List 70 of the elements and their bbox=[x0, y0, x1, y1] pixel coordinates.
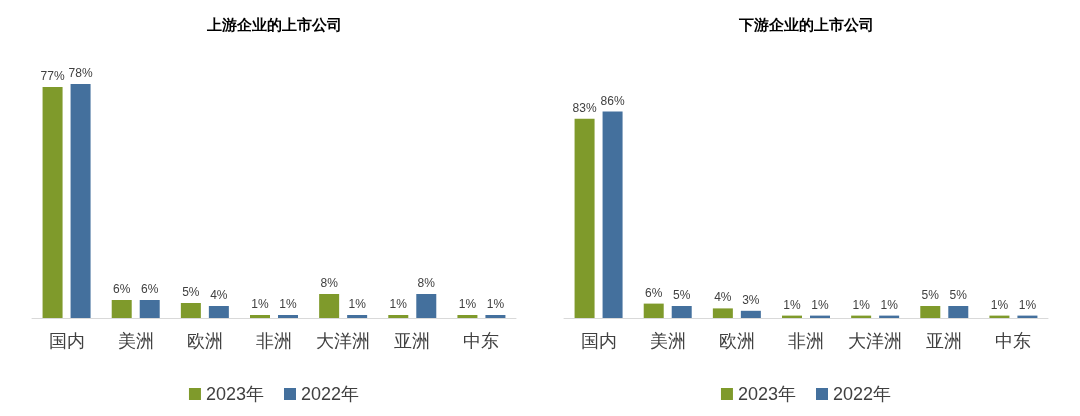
data-label: 77% bbox=[40, 69, 65, 83]
data-label: 1% bbox=[990, 297, 1009, 312]
data-label: 8% bbox=[417, 276, 436, 290]
bar bbox=[180, 303, 201, 318]
bar bbox=[388, 315, 409, 318]
bar bbox=[416, 294, 437, 318]
legend-label: 2022年 bbox=[301, 384, 360, 404]
data-label: 5% bbox=[673, 288, 691, 302]
x-tick-label: 欧洲 bbox=[718, 331, 755, 351]
data-label: 1% bbox=[486, 297, 505, 311]
bar bbox=[139, 300, 160, 318]
data-label: 78% bbox=[68, 66, 93, 80]
x-tick-label: 中东 bbox=[463, 331, 500, 351]
bar bbox=[208, 306, 229, 318]
legend-label: 2023年 bbox=[737, 384, 796, 404]
bar bbox=[250, 315, 270, 318]
bar bbox=[643, 303, 664, 318]
x-tick-label: 非洲 bbox=[256, 331, 292, 351]
x-tick-label: 亚洲 bbox=[926, 331, 963, 351]
bar bbox=[712, 308, 733, 318]
bar bbox=[602, 111, 623, 318]
data-label: 5% bbox=[949, 288, 968, 302]
x-tick-label: 国内 bbox=[580, 331, 617, 351]
x-tick-label: 国内 bbox=[48, 331, 85, 351]
data-label: 86% bbox=[600, 93, 625, 108]
chart-title: 下游企业的上市公司 bbox=[737, 16, 874, 33]
data-label: 3% bbox=[742, 292, 760, 307]
x-tick-label: 美洲 bbox=[117, 331, 154, 351]
bar bbox=[740, 310, 761, 318]
bar bbox=[347, 315, 368, 318]
data-label: 1% bbox=[880, 297, 899, 312]
x-tick-label: 欧洲 bbox=[186, 331, 223, 351]
data-label: 8% bbox=[320, 276, 339, 290]
data-label: 1% bbox=[251, 297, 269, 311]
x-tick-label: 亚洲 bbox=[394, 331, 431, 351]
data-label: 1% bbox=[458, 297, 477, 311]
bar bbox=[42, 87, 63, 318]
x-tick-label: 大洋洲 bbox=[848, 331, 903, 351]
data-label: 4% bbox=[714, 290, 732, 305]
x-tick-label: 美洲 bbox=[649, 331, 686, 351]
x-tick-label: 非洲 bbox=[788, 331, 824, 351]
bar bbox=[319, 294, 340, 318]
data-label: 1% bbox=[389, 297, 408, 311]
bar bbox=[457, 315, 478, 318]
bar bbox=[574, 118, 595, 318]
bar bbox=[278, 315, 298, 318]
x-tick-label: 大洋洲 bbox=[316, 331, 371, 351]
data-label: 6% bbox=[645, 285, 663, 300]
bar bbox=[485, 315, 506, 318]
data-label: 5% bbox=[921, 288, 940, 302]
data-label: 1% bbox=[348, 297, 367, 311]
chart-title: 上游企业的上市公司 bbox=[205, 16, 342, 33]
bar bbox=[671, 306, 692, 318]
data-label: 83% bbox=[572, 100, 597, 115]
data-label: 1% bbox=[811, 297, 829, 312]
data-label: 1% bbox=[1018, 297, 1037, 312]
legend-label: 2023年 bbox=[205, 384, 264, 404]
data-label: 1% bbox=[852, 297, 871, 312]
data-label: 6% bbox=[141, 282, 159, 296]
data-label: 1% bbox=[783, 297, 801, 312]
bar bbox=[111, 300, 132, 318]
data-label: 5% bbox=[182, 285, 200, 299]
bar bbox=[948, 306, 969, 318]
bar bbox=[920, 306, 941, 318]
data-label: 6% bbox=[113, 282, 131, 296]
x-tick-label: 中东 bbox=[995, 331, 1032, 351]
data-label: 1% bbox=[279, 297, 297, 311]
legend-label: 2022年 bbox=[833, 384, 892, 404]
bar bbox=[70, 84, 91, 318]
data-label: 4% bbox=[210, 288, 228, 302]
